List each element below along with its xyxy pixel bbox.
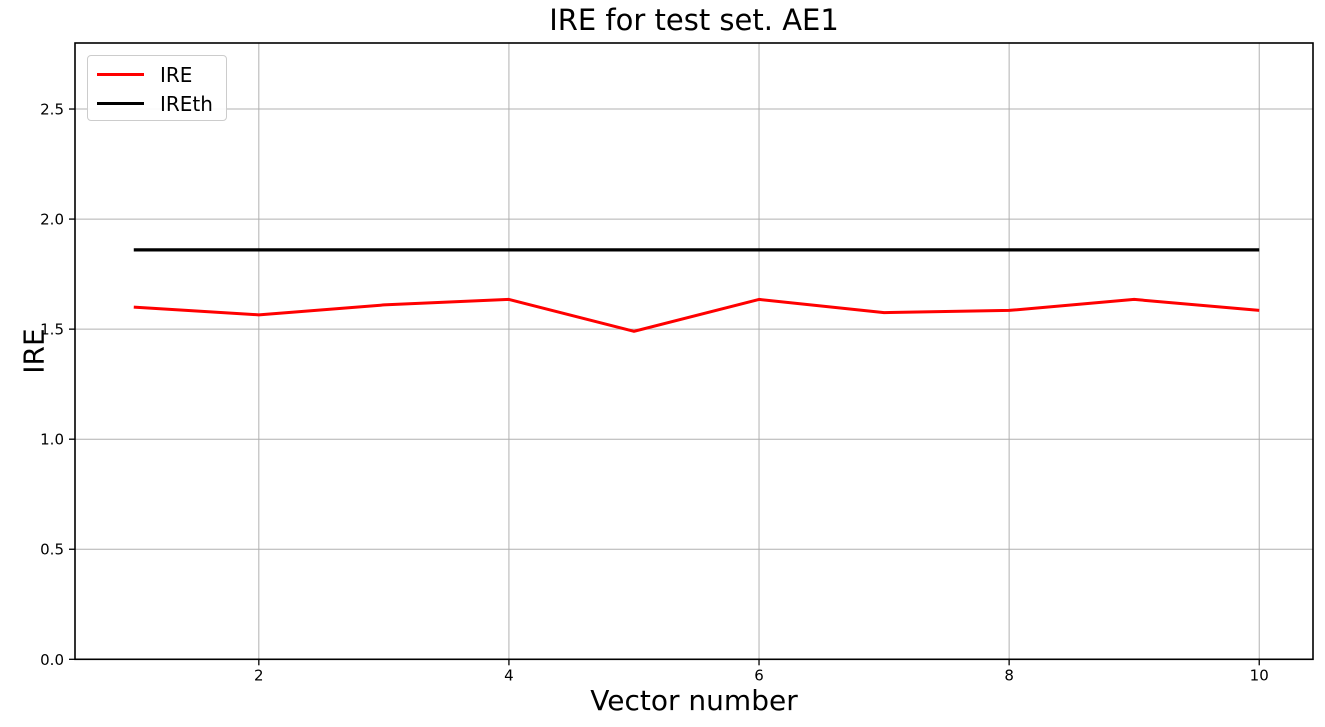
chart-title: IRE for test set. AE1	[549, 3, 839, 37]
y-tick-label: 2.0	[40, 211, 64, 229]
plot-area-frame	[74, 42, 1314, 661]
legend-item-ireth: IREth	[88, 89, 226, 118]
y-tick-label: 1.0	[40, 431, 64, 449]
legend-item-ire: IRE	[88, 60, 226, 89]
x-axis-label: Vector number	[590, 684, 798, 717]
legend-swatch-ire	[97, 73, 144, 76]
y-axis-label: IRE	[17, 328, 51, 374]
y-tick-label: 2.5	[40, 101, 64, 119]
legend-label-ireth: IREth	[160, 91, 213, 116]
legend: IRE IREth	[87, 55, 227, 121]
legend-label-ire: IRE	[160, 62, 193, 87]
legend-swatch-ireth	[97, 102, 144, 105]
x-tick-label: 8	[1004, 666, 1014, 684]
y-tick-label: 0.5	[40, 541, 64, 559]
y-tick-label: 1.5	[40, 321, 64, 339]
ire-line	[133, 297, 1260, 333]
y-tick-label: 0.0	[40, 651, 64, 669]
x-tick-label: 6	[754, 666, 764, 684]
x-tick-label: 10	[1250, 666, 1269, 684]
x-tick-label: 4	[504, 666, 514, 684]
x-tick-label: 2	[254, 666, 264, 684]
